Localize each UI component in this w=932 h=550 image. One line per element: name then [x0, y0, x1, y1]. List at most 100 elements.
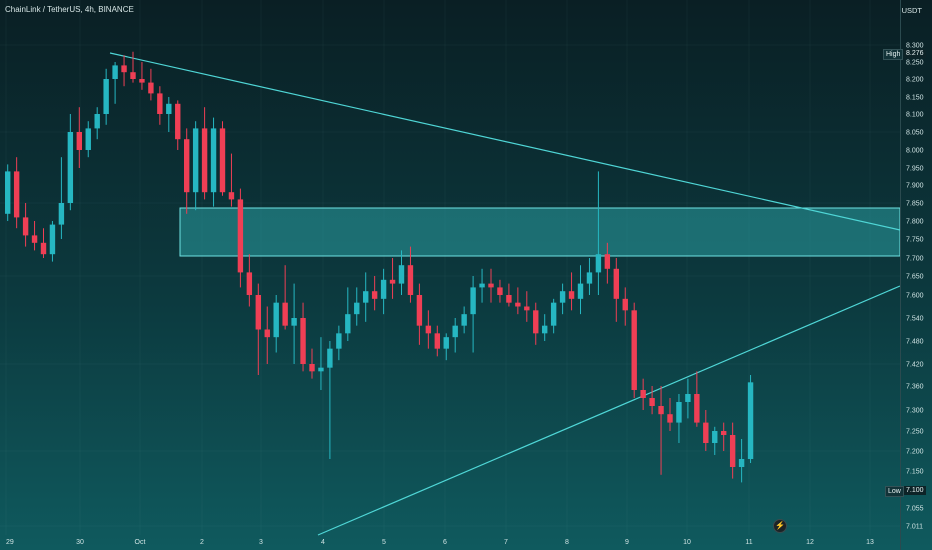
candle[interactable]	[192, 121, 199, 211]
candle[interactable]	[345, 287, 351, 341]
candle[interactable]	[622, 287, 628, 326]
candle[interactable]	[398, 250, 405, 295]
descending-trendline[interactable]	[109, 52, 901, 231]
candle-body	[416, 295, 423, 326]
candle[interactable]	[237, 188, 244, 288]
candle[interactable]	[219, 121, 226, 196]
candle[interactable]	[291, 283, 297, 364]
candle[interactable]	[595, 171, 602, 295]
candle[interactable]	[380, 268, 387, 315]
candle[interactable]	[148, 68, 154, 101]
candle[interactable]	[255, 283, 261, 375]
candle[interactable]	[568, 272, 575, 311]
candle[interactable]	[676, 394, 682, 443]
candle[interactable]	[354, 287, 360, 326]
candle[interactable]	[586, 258, 593, 295]
candle[interactable]	[461, 306, 467, 334]
candle[interactable]	[264, 306, 270, 365]
candle[interactable]	[76, 107, 82, 168]
candle[interactable]	[416, 283, 423, 345]
candle[interactable]	[309, 348, 315, 379]
candle[interactable]	[470, 276, 476, 353]
candle[interactable]	[658, 386, 664, 475]
candle[interactable]	[533, 302, 539, 345]
candle[interactable]	[210, 117, 217, 207]
candle-body	[371, 291, 378, 299]
candle[interactable]	[112, 62, 118, 104]
candle[interactable]	[694, 371, 700, 427]
candle[interactable]	[488, 268, 494, 303]
candle[interactable]	[175, 100, 181, 150]
candle[interactable]	[738, 439, 745, 483]
candle[interactable]	[667, 398, 673, 431]
candle[interactable]	[130, 51, 136, 83]
candle[interactable]	[703, 410, 709, 451]
candle[interactable]	[67, 114, 74, 211]
candle-body	[461, 314, 467, 326]
candle[interactable]	[58, 157, 65, 239]
x-tick-label: 7	[504, 539, 508, 546]
candle[interactable]	[184, 128, 190, 214]
candle[interactable]	[5, 164, 11, 221]
candle[interactable]	[577, 265, 584, 315]
candle[interactable]	[497, 279, 503, 303]
candle-body	[649, 398, 655, 406]
candle[interactable]	[201, 107, 208, 200]
candle[interactable]	[85, 121, 91, 158]
candle[interactable]	[640, 378, 646, 410]
resistance-zone[interactable]	[179, 207, 901, 257]
candle[interactable]	[273, 295, 279, 353]
candle[interactable]	[559, 283, 566, 315]
candle[interactable]	[94, 107, 100, 140]
candle[interactable]	[327, 341, 333, 459]
candle[interactable]	[103, 68, 109, 125]
candle[interactable]	[389, 258, 396, 299]
candle[interactable]	[300, 302, 306, 372]
candle[interactable]	[139, 62, 145, 90]
candle[interactable]	[443, 333, 449, 361]
candle[interactable]	[49, 221, 56, 262]
candle-body	[622, 298, 628, 311]
candle[interactable]	[604, 242, 611, 284]
candle[interactable]	[729, 422, 736, 479]
candle[interactable]	[452, 318, 458, 353]
candle[interactable]	[31, 221, 38, 251]
candle[interactable]	[318, 337, 324, 390]
candle[interactable]	[747, 375, 754, 463]
lightning-icon[interactable]: ⚡	[773, 519, 787, 533]
candle[interactable]	[649, 386, 655, 415]
candle-body	[685, 394, 691, 402]
candle[interactable]	[166, 97, 172, 132]
candle[interactable]	[542, 314, 548, 341]
candle-body	[524, 306, 530, 311]
candle[interactable]	[336, 325, 342, 361]
candle[interactable]	[434, 325, 440, 357]
candle[interactable]	[371, 276, 378, 311]
ascending-trendline[interactable]	[317, 285, 901, 536]
candle[interactable]	[363, 272, 369, 322]
candle[interactable]	[506, 283, 512, 307]
candle[interactable]	[157, 86, 163, 125]
candle[interactable]	[40, 228, 47, 258]
candle[interactable]	[685, 378, 691, 419]
candle[interactable]	[712, 426, 718, 455]
candle[interactable]	[282, 265, 288, 330]
candle[interactable]	[13, 157, 20, 229]
candle[interactable]	[22, 203, 29, 247]
candle[interactable]	[524, 291, 530, 322]
candle-body	[434, 333, 440, 349]
candle[interactable]	[550, 298, 557, 334]
candle[interactable]	[121, 55, 127, 87]
x-axis: 29 30 Oct 2 3 4 5 6 7 8 9 10 11 12 13	[6, 539, 874, 546]
candle[interactable]	[479, 268, 485, 303]
candle[interactable]	[246, 254, 253, 307]
candle[interactable]	[515, 287, 521, 315]
candle-body	[676, 402, 682, 423]
candle[interactable]	[407, 246, 414, 303]
candle[interactable]	[425, 310, 432, 349]
candle[interactable]	[721, 422, 727, 451]
candle[interactable]	[613, 258, 619, 322]
candle[interactable]	[228, 153, 235, 207]
candle[interactable]	[631, 302, 637, 398]
